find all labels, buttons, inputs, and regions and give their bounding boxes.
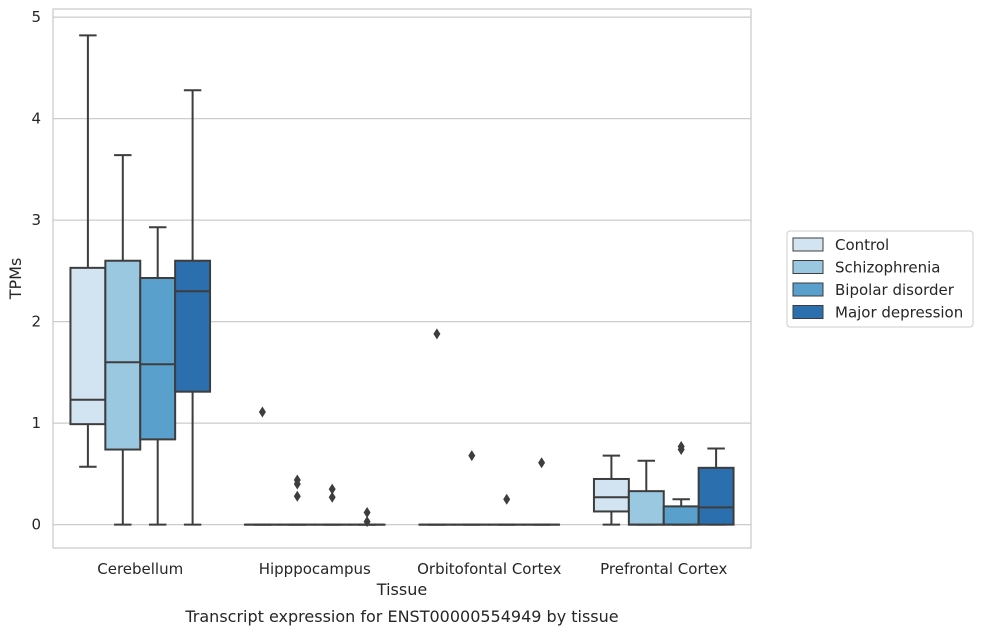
box-control [592,454,630,526]
x-axis-label: Tissue [376,580,427,599]
box-schizophrenia [104,154,142,526]
legend-frame [786,230,974,328]
outlier-point [363,506,371,518]
outlier-point [258,406,266,418]
outlier-point [363,516,371,528]
box-bipolar-disorder [139,226,177,526]
box-schizophrenia [627,459,665,526]
legend-swatch [792,305,824,319]
box-bipolar-disorder [313,483,351,526]
legend-label: Bipolar disorder [835,281,955,299]
x-tick-label: Prefrontal Cortex [600,560,727,578]
outlier-point [293,478,301,490]
legend-swatch [792,282,824,297]
box-iqr [139,276,177,441]
outlier-point [503,493,511,505]
y-tick-label: 4 [31,110,41,128]
legend-item: Major depression [792,304,963,322]
outlier-point [677,444,685,456]
y-axis-ticks: 0 1 2 3 4 5 [31,8,41,534]
box-plots [69,34,735,528]
outlier-point [433,328,441,340]
box-iqr [662,505,700,526]
y-tick-label: 1 [31,414,41,432]
legend-item: Bipolar disorder [792,281,955,299]
outlier-point [328,491,336,503]
box-bipolar-disorder [662,440,700,526]
legend-swatch [792,237,824,252]
box-schizophrenia [453,450,491,526]
legend: Control Schizophrenia Bipolar disorder Majo… [786,230,974,328]
y-tick-label: 0 [31,516,41,534]
box-control [69,34,107,468]
outlier-point [468,450,476,462]
box-iqr [174,259,212,393]
x-axis-ticks: Cerebellum Hipppocampus Orbitofontal Corte… [97,560,727,578]
y-tick-label: 2 [31,313,41,331]
legend-label: Schizophrenia [835,259,940,277]
box-bipolar-disorder [488,493,526,526]
box-major-depression [697,447,735,526]
legend-item: Schizophrenia [792,259,940,277]
x-tick-label: Orbitofontal Cortex [417,560,561,578]
legend-label: Control [835,236,889,254]
x-tick-label: Hipppocampus [259,560,371,578]
y-tick-label: 5 [31,8,41,26]
y-axis-label: TPMs [6,258,25,301]
legend-swatch [792,260,824,274]
box-control [243,406,281,526]
box-control [418,328,456,526]
x-tick-label: Cerebellum [97,560,183,578]
legend-item: Control [792,236,889,254]
legend-label: Major depression [835,304,963,322]
outlier-point [328,483,336,495]
plot-area-frame [52,8,752,549]
outlier-point [538,457,546,469]
box-schizophrenia [278,474,316,526]
box-major-depression [348,506,386,528]
chart-caption: Transcript expression for ENST0000055494… [184,607,618,626]
outlier-point [293,490,301,502]
y-tick-label: 3 [31,211,41,229]
box-major-depression [174,89,212,526]
box-iqr [592,477,630,513]
box-major-depression [523,457,561,526]
box-iqr [627,490,665,526]
box-iqr [697,466,735,526]
box-iqr [104,259,142,451]
